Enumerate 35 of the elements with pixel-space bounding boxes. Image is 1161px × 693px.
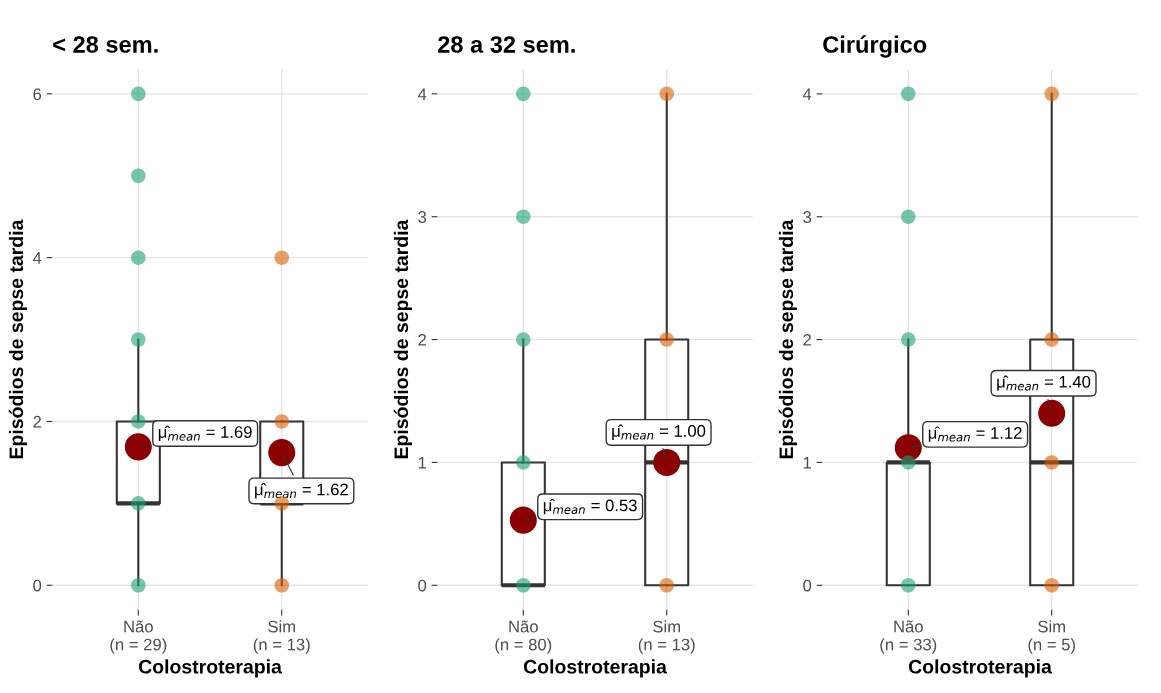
y-tick-label: 4 (32, 252, 42, 264)
y-tick-label: 3 (803, 211, 812, 223)
y-tick-label: 2 (33, 415, 41, 428)
annotation: μ̂$_{mean}$ = 1.00 (612, 424, 706, 440)
y-tick-label: 3 (418, 211, 427, 223)
y-axis-title: Episódios de sepse tardia (393, 219, 412, 459)
chart-title: 28 a 32 sem. (438, 36, 575, 53)
x-axis-title: Colostroterapia (523, 659, 667, 678)
chart-title: Cirúrgico (823, 35, 927, 58)
y-tick-label: 2 (803, 333, 811, 346)
y-tick-label: 0 (418, 579, 427, 592)
x-tick-label: Sim (n = 13) (253, 620, 310, 654)
y-tick-label: 0 (803, 579, 812, 592)
y-tick-label: 1 (418, 456, 426, 469)
annotation: μ̂$_{mean}$ = 1.12 (928, 426, 1022, 442)
y-tick-label: 4 (417, 88, 427, 100)
x-axis-title: Colostroterapia (138, 659, 282, 678)
y-tick-label: 2 (418, 333, 426, 346)
annotation: μ̂$_{mean}$ = 1.40 (997, 375, 1091, 391)
y-tick-label: 0 (33, 579, 42, 592)
annotation: μ̂$_{mean}$ = 1.62 (255, 483, 348, 499)
y-tick-label: 1 (803, 456, 811, 469)
x-tick-label: Sim (n = 5) (1028, 620, 1075, 654)
x-tick-label: Não (n = 33) (880, 620, 937, 654)
y-axis-title: Episódios de sepse tardia (8, 219, 27, 459)
x-tick-label: Não (n = 29) (110, 620, 167, 654)
y-axis-title: Episódios de sepse tardia (778, 219, 797, 459)
x-tick-label: Sim (n = 13) (638, 620, 695, 654)
chart-title: < 28 sem. (53, 36, 158, 53)
annotation: μ̂$_{mean}$ = 1.69 (158, 425, 252, 442)
y-tick-label: 4 (802, 88, 812, 100)
x-axis-title: Colostroterapia (908, 659, 1052, 678)
y-tick-label: 6 (33, 88, 42, 101)
annotation: μ̂$_{mean}$ = 0.53 (543, 498, 637, 515)
x-tick-label: Não (n = 80) (495, 620, 552, 654)
